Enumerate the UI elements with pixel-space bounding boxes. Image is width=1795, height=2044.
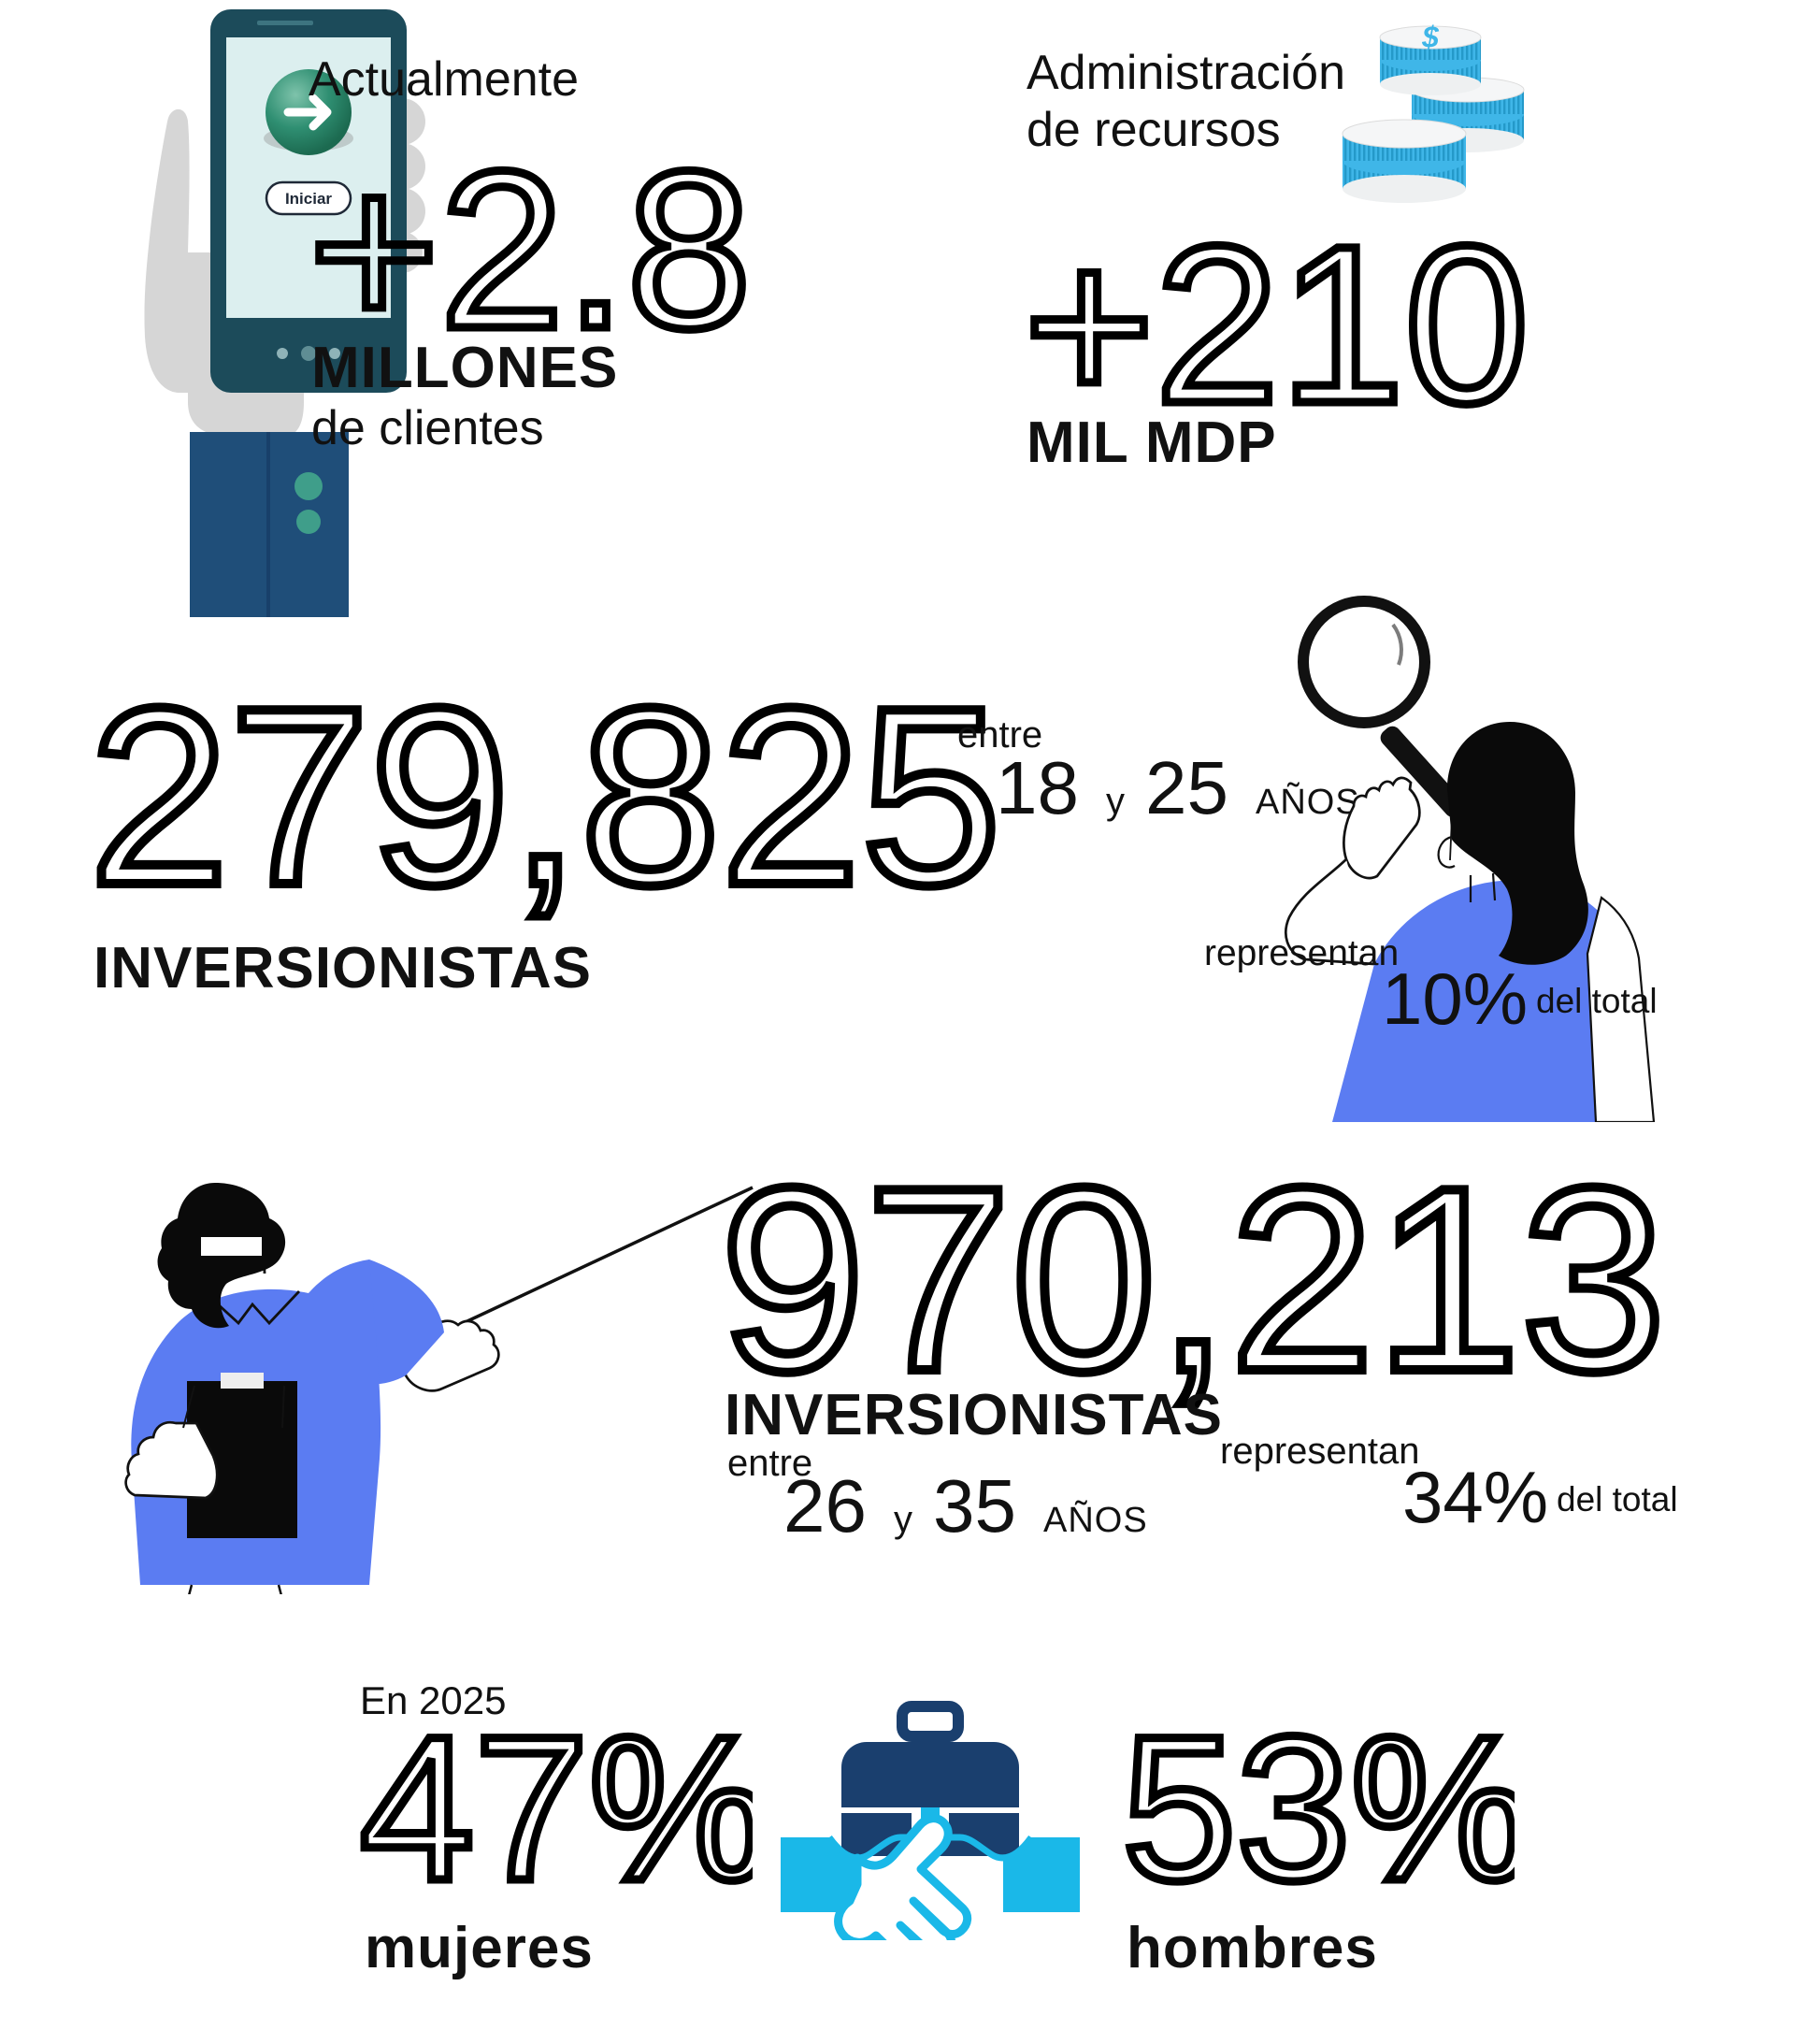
svg-text:$: $ — [1421, 21, 1440, 54]
svg-text:10%: 10% — [1382, 957, 1528, 1040]
svg-text:18: 18 — [996, 746, 1079, 829]
svg-text:y: y — [1106, 781, 1125, 822]
svg-text:y: y — [894, 1499, 912, 1540]
svg-text:279,825: 279,825 — [89, 697, 1001, 938]
svg-text:47%: 47% — [360, 1706, 753, 1922]
svg-text:53%: 53% — [1122, 1706, 1515, 1922]
svg-text:34%: 34% — [1402, 1456, 1548, 1538]
svg-text:+2.8: +2.8 — [309, 124, 752, 369]
svg-text:+210: +210 — [1024, 199, 1529, 444]
svg-text:35: 35 — [933, 1464, 1016, 1547]
svg-text:26: 26 — [783, 1464, 867, 1547]
svg-text:AÑOS: AÑOS — [1043, 1500, 1148, 1540]
